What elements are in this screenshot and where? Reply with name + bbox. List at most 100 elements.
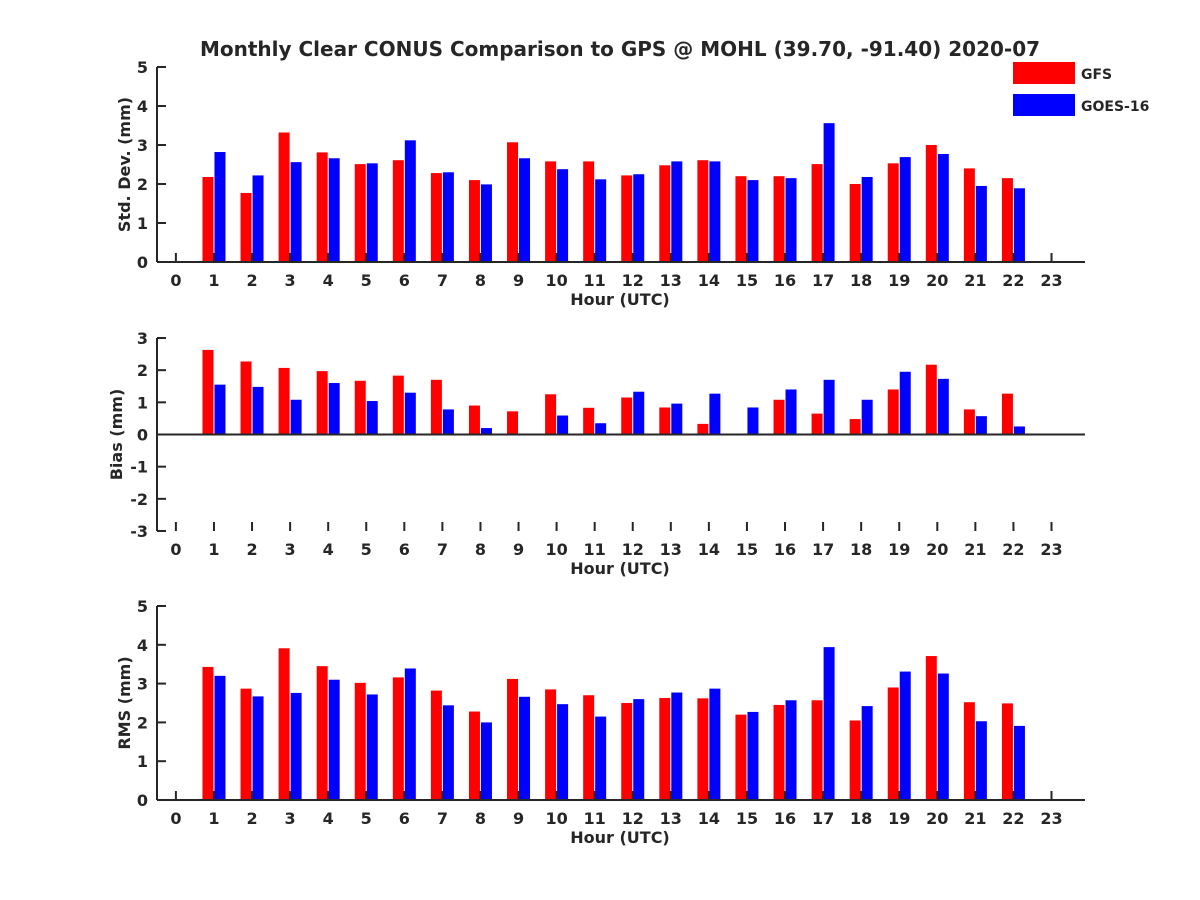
- bar-goes-16-hour-4: [328, 679, 340, 800]
- y-tick-label: 1: [137, 214, 148, 233]
- y-tick-label: 3: [137, 329, 148, 348]
- x-tick-label: 5: [361, 809, 372, 828]
- bar-goes-16-hour-14: [709, 688, 721, 800]
- x-tick-label: 17: [812, 540, 834, 559]
- x-tick-label: 19: [888, 809, 910, 828]
- bar-goes-16-hour-17: [823, 123, 835, 262]
- bar-gfs-hour-2: [240, 361, 252, 435]
- x-tick-label: 10: [545, 540, 567, 559]
- bar-goes-16-hour-1: [214, 384, 226, 435]
- x-tick-label: 0: [170, 809, 181, 828]
- x-tick-label: 9: [513, 271, 524, 290]
- x-tick-label: 6: [399, 271, 410, 290]
- x-tick-label: 8: [475, 271, 486, 290]
- bar-goes-16-hour-20: [937, 153, 949, 262]
- y-tick-label: 0: [137, 791, 148, 810]
- x-tick-label: 4: [323, 809, 334, 828]
- x-tick-label: 3: [285, 540, 296, 559]
- x-tick-label: 7: [437, 271, 448, 290]
- bar-goes-16-hour-11: [595, 423, 607, 435]
- bar-goes-16-hour-6: [404, 668, 416, 800]
- x-tick-label: 19: [888, 271, 910, 290]
- x-tick-label: 16: [774, 809, 796, 828]
- bar-goes-16-hour-16: [785, 700, 797, 800]
- y-tick-label: -1: [130, 458, 148, 477]
- bar-gfs-hour-18: [849, 720, 861, 800]
- bar-goes-16-hour-18: [861, 176, 873, 262]
- x-tick-label: 18: [850, 271, 872, 290]
- y-tick-label: 3: [137, 136, 148, 155]
- bar-goes-16-hour-5: [366, 694, 378, 800]
- bar-gfs-hour-5: [354, 380, 366, 435]
- bar-goes-16-hour-13: [671, 161, 683, 262]
- bar-goes-16-hour-17: [823, 647, 835, 800]
- bar-gfs-hour-4: [316, 371, 328, 435]
- bar-goes-16-hour-2: [252, 386, 264, 435]
- x-tick-label: 21: [964, 540, 986, 559]
- x-tick-label: 1: [208, 271, 219, 290]
- bar-gfs-hour-11: [583, 161, 595, 262]
- legend-swatch-gfs: [1013, 62, 1075, 84]
- bar-gfs-hour-13: [659, 697, 671, 800]
- bar-gfs-hour-3: [278, 367, 290, 435]
- bar-gfs-hour-10: [545, 689, 557, 800]
- bar-goes-16-hour-16: [785, 178, 797, 262]
- x-tick-label: 15: [736, 271, 758, 290]
- bar-gfs-hour-15: [735, 176, 747, 262]
- bar-gfs-hour-11: [583, 695, 595, 800]
- bar-gfs-hour-12: [621, 397, 633, 435]
- bar-goes-16-hour-21: [975, 185, 987, 262]
- x-tick-label: 15: [736, 540, 758, 559]
- x-tick-label: 4: [323, 540, 334, 559]
- bar-goes-16-hour-6: [404, 140, 416, 262]
- y-tick-label: 0: [137, 426, 148, 445]
- x-tick-label: 17: [812, 271, 834, 290]
- series-gfs: [202, 648, 1013, 800]
- x-tick-label: 1: [208, 540, 219, 559]
- x-tick-label: 8: [475, 809, 486, 828]
- y-tick-label: 2: [137, 361, 148, 380]
- x-tick-label: 6: [399, 809, 410, 828]
- x-tick-label: 17: [812, 809, 834, 828]
- x-tick-label: 2: [246, 809, 257, 828]
- bar-gfs-hour-8: [468, 405, 480, 435]
- bar-gfs-hour-2: [240, 688, 252, 800]
- bar-goes-16-hour-19: [899, 157, 911, 262]
- bar-goes-16-hour-8: [480, 722, 492, 800]
- bar-gfs-hour-15: [735, 714, 747, 800]
- y-tick-label: -2: [130, 490, 148, 509]
- bar-gfs-hour-14: [697, 160, 709, 262]
- x-tick-label: 22: [1002, 540, 1024, 559]
- bar-goes-16-hour-13: [671, 692, 683, 800]
- x-tick-label: 5: [361, 271, 372, 290]
- y-tick-label: 1: [137, 393, 148, 412]
- y-axis-label: RMS (mm): [115, 656, 134, 749]
- bar-goes-16-hour-20: [937, 378, 949, 435]
- bar-gfs-hour-1: [202, 176, 214, 262]
- bar-goes-16-hour-6: [404, 392, 416, 435]
- x-tick-label: 16: [774, 540, 796, 559]
- bar-goes-16-hour-11: [595, 716, 607, 800]
- bar-goes-16-hour-4: [328, 158, 340, 262]
- x-tick-label: 12: [622, 809, 644, 828]
- bar-gfs-hour-10: [545, 161, 557, 262]
- bar-gfs-hour-3: [278, 648, 290, 800]
- x-tick-label: 16: [774, 271, 796, 290]
- bar-goes-16-hour-18: [861, 399, 873, 435]
- bar-goes-16-hour-21: [975, 416, 987, 435]
- x-tick-label: 20: [926, 809, 948, 828]
- bar-gfs-hour-12: [621, 703, 633, 800]
- bar-gfs-hour-20: [925, 656, 937, 800]
- y-tick-label: 0: [137, 253, 148, 272]
- bar-gfs-hour-21: [963, 702, 975, 800]
- x-tick-label: 1: [208, 809, 219, 828]
- x-tick-label: 13: [660, 540, 682, 559]
- bar-gfs-hour-4: [316, 152, 328, 262]
- x-tick-label: 4: [323, 271, 334, 290]
- x-tick-label: 8: [475, 540, 486, 559]
- bar-goes-16-hour-22: [1013, 188, 1025, 262]
- bar-gfs-hour-9: [507, 678, 519, 800]
- bar-goes-16-hour-9: [519, 696, 531, 800]
- bar-gfs-hour-17: [811, 700, 823, 800]
